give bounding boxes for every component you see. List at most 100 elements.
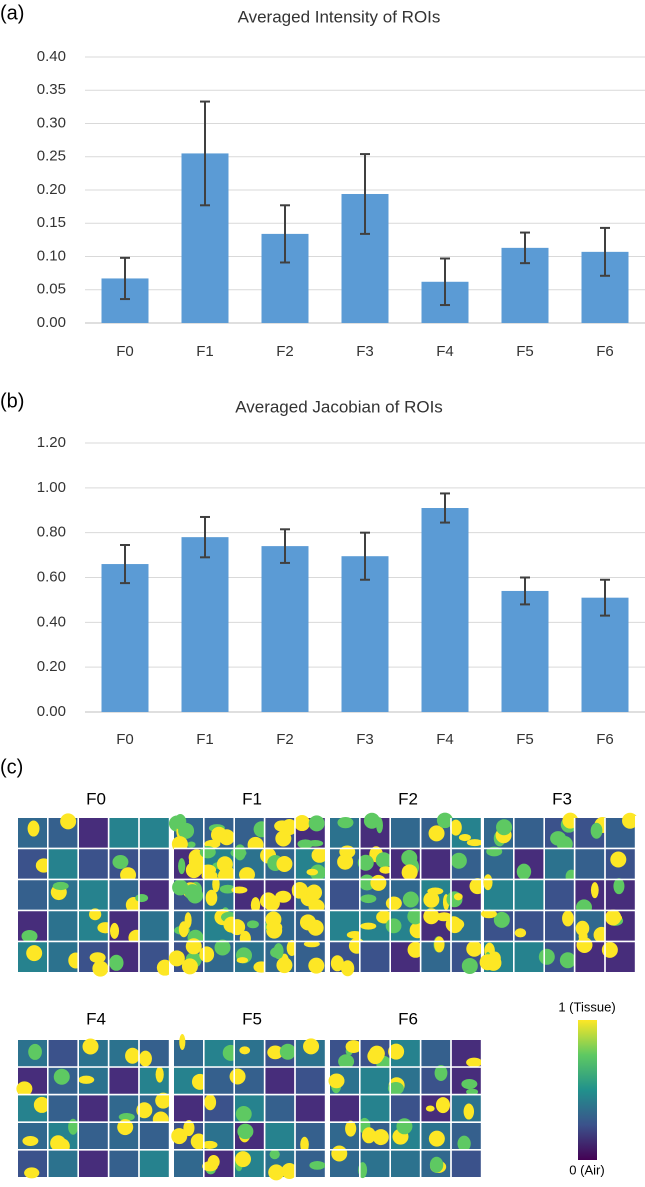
tissue-blob <box>448 918 465 931</box>
bar <box>421 508 469 712</box>
tissue-blob <box>16 1081 33 1097</box>
tissue-blob <box>341 960 355 977</box>
tissue-blob <box>27 820 40 837</box>
tissue-blob <box>396 1118 413 1135</box>
y-tick-label: 0.35 <box>37 81 66 98</box>
tissue-blob <box>370 874 387 891</box>
y-tick-label: 0.10 <box>37 247 66 264</box>
image-tile <box>390 818 420 848</box>
tile-edge <box>325 1038 329 1187</box>
image-tile <box>139 849 169 879</box>
tissue-blob <box>357 854 374 871</box>
tissue-blob <box>401 864 418 881</box>
panel-label: (c) <box>0 756 23 778</box>
image-tile <box>78 818 108 848</box>
tissue-blob <box>457 1135 471 1152</box>
tissue-blob <box>605 909 622 926</box>
x-tick-label: F0 <box>116 731 134 748</box>
group-label: F0 <box>86 789 106 808</box>
error-bar <box>120 543 130 585</box>
panel-label: (a) <box>0 2 24 24</box>
tissue-blob <box>219 884 236 894</box>
tissue-blob <box>109 922 120 939</box>
x-tick-label: F5 <box>516 731 534 748</box>
tissue-blob <box>185 938 202 955</box>
image-tile <box>390 1150 420 1177</box>
tissue-blob <box>212 876 220 893</box>
x-tick-label: F1 <box>196 731 214 748</box>
colorbar-min-label: 0 (Air) <box>569 1162 604 1177</box>
image-tile <box>48 911 78 941</box>
tissue-blob <box>363 812 380 829</box>
tissue-blob <box>229 919 246 936</box>
tissue-blob <box>435 1097 451 1114</box>
image-tile <box>139 1122 169 1150</box>
tissue-blob <box>239 867 256 883</box>
image-tile <box>421 1040 451 1067</box>
tissue-blob <box>466 1057 483 1068</box>
group-label: F1 <box>242 789 262 808</box>
image-tile <box>174 1040 204 1067</box>
tissue-blob <box>214 939 231 956</box>
error-bar <box>200 100 210 207</box>
tissue-blob <box>425 1105 435 1112</box>
tissue-blob <box>613 878 625 895</box>
image-tile <box>330 880 360 910</box>
image-tile <box>139 1067 169 1095</box>
tile-edge <box>635 816 639 976</box>
tissue-blob <box>388 1043 405 1060</box>
image-mosaic <box>168 814 329 976</box>
tissue-blob <box>201 1140 218 1149</box>
tissue-blob <box>231 886 248 894</box>
tissue-blob <box>308 815 325 832</box>
tile-edge <box>169 1038 173 1187</box>
tissue-blob <box>375 852 392 869</box>
tissue-blob <box>276 957 293 974</box>
y-tick-label: 0.15 <box>37 214 66 231</box>
image-tile <box>295 1067 325 1095</box>
y-tick-label: 0.25 <box>37 148 66 165</box>
x-tick-label: F4 <box>436 731 454 748</box>
bar <box>261 546 309 712</box>
colorbar-max-label: 1 (Tissue) <box>558 999 615 1014</box>
tissue-blob <box>22 1135 39 1146</box>
tissue-blob <box>89 908 102 921</box>
image-tile <box>78 1095 108 1122</box>
tile-edge <box>481 816 485 976</box>
tissue-blob <box>183 1120 195 1137</box>
tissue-blob <box>210 826 227 843</box>
tissue-blob <box>204 1094 217 1111</box>
error-bar <box>120 256 130 301</box>
tissue-blob <box>436 812 453 829</box>
tile-edge <box>481 1038 485 1187</box>
tissue-blob <box>125 1047 140 1064</box>
tissue-blob <box>136 1102 153 1119</box>
tissue-blob <box>379 866 393 874</box>
tissue-blob <box>376 817 383 834</box>
tissue-blob <box>461 1078 478 1090</box>
tissue-blob <box>273 943 284 960</box>
tissue-blob <box>279 1043 296 1060</box>
tissue-blob <box>269 1149 280 1160</box>
x-tick-label: F4 <box>436 343 454 360</box>
tissue-blob <box>330 955 344 972</box>
group-label: F4 <box>86 1009 106 1028</box>
image-tile <box>139 818 169 848</box>
image-tile <box>78 1150 108 1177</box>
image-tile <box>514 942 544 972</box>
error-bar <box>360 153 370 235</box>
tissue-blob <box>360 922 377 930</box>
tissue-blob <box>118 1112 135 1122</box>
tissue-blob <box>202 1161 218 1172</box>
bar <box>501 590 549 712</box>
tissue-blob <box>168 950 185 967</box>
image-tile <box>330 1095 360 1122</box>
y-tick-label: 0.05 <box>37 281 66 298</box>
tissue-blob <box>26 945 43 962</box>
tissue-blob <box>483 874 493 891</box>
tile-edge <box>325 816 329 976</box>
tissue-blob <box>372 1129 389 1146</box>
x-tick-label: F0 <box>116 343 134 360</box>
tissue-blob <box>28 1043 42 1060</box>
tissue-blob <box>402 891 419 908</box>
